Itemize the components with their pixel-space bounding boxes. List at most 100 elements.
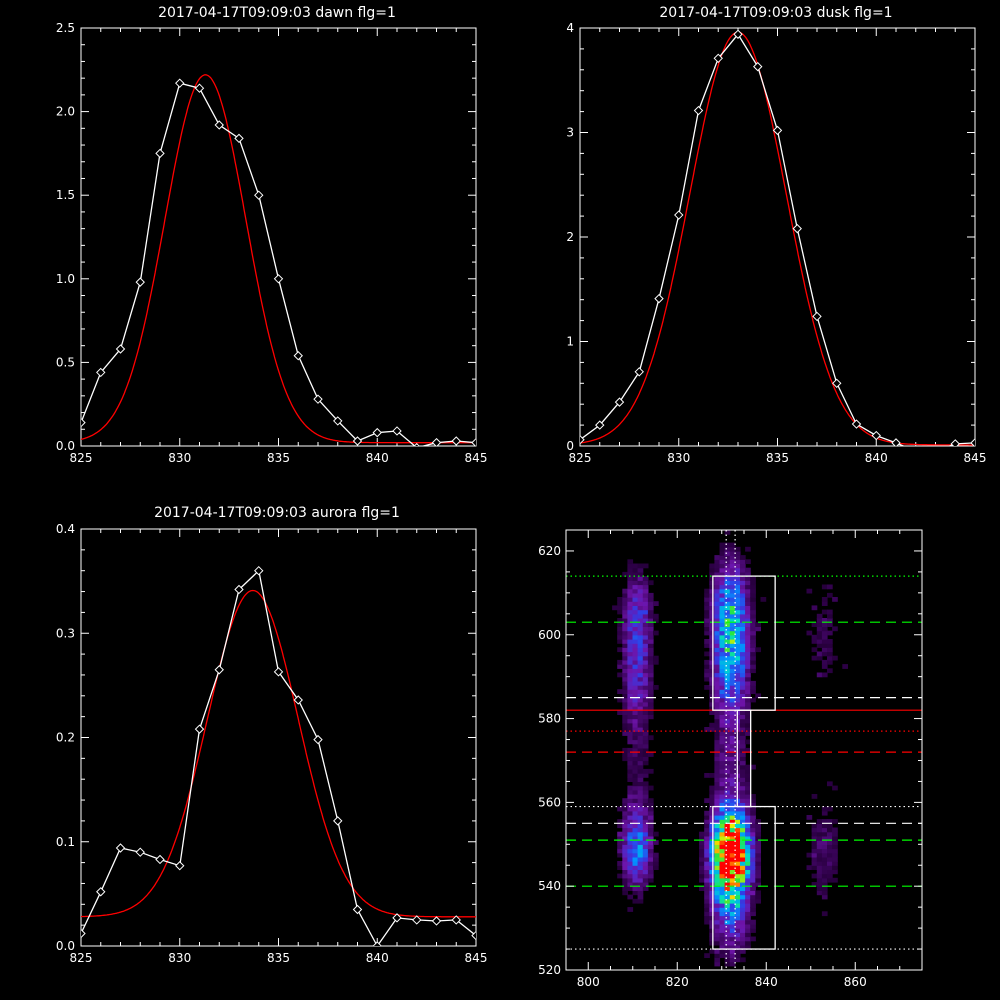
heatmap-pixel: [653, 840, 659, 845]
heatmap-pixel: [637, 835, 644, 841]
heatmap-pixel: [632, 576, 639, 581]
heatmap-pixel: [729, 743, 736, 749]
heatmap-pixel: [724, 630, 731, 636]
heatmap-pixel: [724, 781, 731, 787]
heatmap-pixel: [637, 722, 644, 728]
heatmap-pixel: [704, 651, 710, 657]
heatmap-pixel: [821, 630, 828, 636]
heatmap-pixel: [821, 643, 828, 648]
heatmap-pixel: [750, 630, 756, 636]
heatmap-pixel: [709, 597, 715, 602]
heatmap-pixel: [642, 739, 649, 745]
heatmap-pixel: [642, 840, 649, 845]
heatmap-pixel: [740, 886, 746, 891]
heatmap-pixel: [729, 576, 736, 581]
heatmap-pixel: [637, 701, 644, 707]
heatmap-pixel: [724, 810, 731, 816]
heatmap-pixel: [647, 622, 654, 627]
heatmap-pixel: [617, 848, 623, 854]
heatmap-pixel: [755, 848, 761, 854]
heatmap-pixel: [637, 781, 644, 787]
heatmap-pixel: [714, 622, 721, 627]
heatmap-pixel: [647, 697, 654, 703]
heatmap-pixel: [755, 622, 761, 627]
heatmap-pixel: [729, 680, 736, 686]
heatmap-pixel: [709, 592, 715, 598]
heatmap-pixel: [709, 655, 715, 661]
heatmap-pixel: [734, 877, 741, 883]
heatmap-pixel: [724, 609, 731, 615]
heatmap-pixel: [647, 861, 654, 866]
heatmap-pixel: [729, 626, 736, 632]
dawn-data-point: [135, 277, 145, 287]
heatmap-pixel: [719, 781, 726, 787]
heatmap-pixel: [719, 747, 726, 753]
heatmap-pixel: [632, 731, 639, 736]
heatmap-pixel: [740, 706, 746, 711]
heatmap-pixel: [729, 735, 736, 741]
heatmap-pixel: [821, 827, 828, 833]
heatmap-pixel: [617, 626, 623, 632]
heatmap-pixel: [709, 651, 715, 657]
heatmap-pixel: [632, 869, 639, 875]
heatmap-pixel: [729, 764, 736, 770]
heatmap-pixel: [653, 601, 659, 606]
heatmap-pixel: [627, 710, 634, 715]
heatmap-pixel: [714, 588, 721, 594]
heatmap-pixel: [832, 852, 838, 858]
heatmap-pixel: [709, 630, 715, 636]
heatmap-pixel: [724, 592, 731, 598]
heatmap-pixel: [632, 655, 639, 661]
heatmap-pixel: [750, 810, 756, 816]
heatmap-pixel: [740, 613, 746, 619]
image-xtick-label: 860: [844, 975, 867, 989]
heatmap-pixel: [745, 835, 751, 841]
dusk-data-point: [674, 210, 684, 220]
heatmap-pixel: [750, 597, 756, 602]
heatmap-pixel: [740, 852, 746, 858]
heatmap-pixel: [740, 819, 746, 824]
heatmap-pixel: [729, 915, 736, 921]
heatmap-pixel: [724, 680, 731, 686]
heatmap-pixel: [709, 773, 715, 778]
heatmap-pixel: [647, 735, 654, 741]
heatmap-pixel: [642, 601, 649, 606]
heatmap-pixel: [627, 697, 634, 703]
heatmap-pixel: [816, 852, 823, 858]
heatmap-pixel: [704, 827, 710, 833]
heatmap-pixel: [740, 714, 746, 720]
heatmap-pixel: [729, 559, 736, 565]
heatmap-pixel: [719, 944, 726, 950]
heatmap-pixel: [632, 664, 639, 669]
heatmap-pixel: [637, 727, 644, 732]
heatmap-pixel: [627, 626, 634, 632]
image-ytick-label: 620: [538, 544, 561, 558]
heatmap-pixel: [714, 911, 721, 917]
heatmap-pixel: [627, 831, 634, 837]
heatmap-pixel: [647, 714, 654, 720]
heatmap-pixel: [622, 861, 628, 866]
heatmap-pixel: [816, 622, 823, 627]
heatmap-pixel: [719, 567, 726, 573]
heatmap-pixel: [617, 852, 623, 858]
heatmap-pixel: [729, 949, 736, 954]
heatmap-pixel: [740, 810, 746, 816]
heatmap-pixel: [627, 768, 634, 774]
heatmap-pixel: [719, 873, 726, 879]
heatmap-pixel: [816, 630, 823, 636]
heatmap-pixel: [622, 886, 628, 891]
heatmap-pixel: [740, 580, 746, 586]
heatmap-pixel: [724, 852, 731, 858]
heatmap-pixel: [740, 781, 746, 787]
heatmap-pixel: [642, 756, 649, 762]
heatmap-pixel: [832, 831, 838, 837]
heatmap-pixel: [745, 680, 751, 686]
heatmap-pixel: [740, 898, 746, 904]
heatmap-pixel: [724, 651, 731, 657]
heatmap-pixel: [811, 844, 818, 850]
heatmap-pixel: [653, 852, 659, 858]
heatmap-pixel: [745, 856, 751, 862]
heatmap-pixel: [647, 752, 654, 757]
heatmap-pixel: [724, 693, 731, 699]
heatmap-pixel: [642, 659, 649, 665]
